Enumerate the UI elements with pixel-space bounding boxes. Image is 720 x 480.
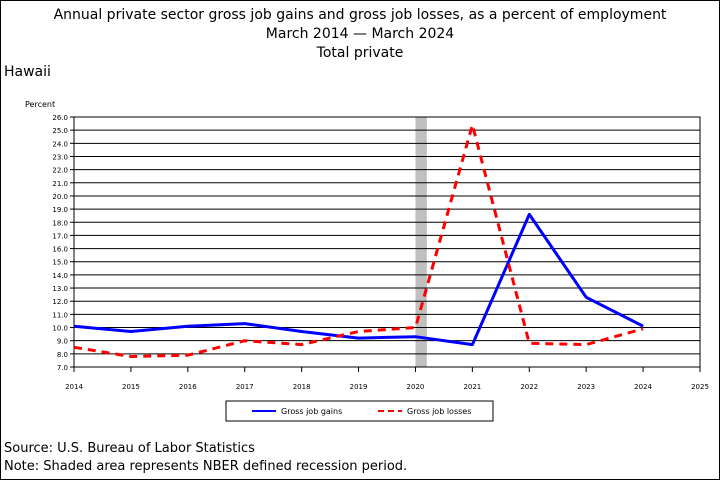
x-tick-label: 2023 — [577, 383, 595, 391]
y-tick-label: 14.0 — [52, 272, 68, 280]
data-point-1 — [642, 328, 644, 330]
x-tick-label: 2017 — [236, 383, 254, 391]
y-tick-label: 8.0 — [57, 351, 68, 359]
data-point-0 — [528, 213, 530, 215]
data-point-0 — [244, 322, 246, 324]
data-point-0 — [357, 337, 359, 339]
data-point-0 — [585, 296, 587, 298]
data-point-0 — [130, 330, 132, 332]
data-point-1 — [244, 339, 246, 341]
y-tick-label: 17.0 — [52, 232, 68, 240]
y-tick-label: 19.0 — [52, 206, 68, 214]
y-tick-label: 22.0 — [52, 167, 68, 175]
series-line-1 — [73, 123, 644, 358]
x-tick-label: 2019 — [350, 383, 368, 391]
y-tick-label: 11.0 — [52, 311, 68, 319]
line-chart: 7.0 8.0 9.0 10.0 11.0 12.0 13.0 14.0 15.0 16.0 17.… — [25, 100, 709, 422]
y-tick-label: 23.0 — [52, 153, 68, 161]
y-tick-label: 7.0 — [57, 364, 68, 372]
chart-industry-label: Total private — [316, 45, 404, 61]
y-tick-label: 21.0 — [52, 180, 68, 188]
data-point-0 — [187, 325, 189, 327]
recession-note: Note: Shaded area represents NBER define… — [4, 459, 408, 474]
x-tick-label: 2020 — [407, 383, 425, 391]
data-point-1 — [471, 124, 473, 126]
x-tick-label: 2014 — [65, 383, 83, 391]
data-point-1 — [585, 343, 587, 345]
data-point-1 — [73, 346, 75, 348]
source-note: Source: U.S. Bureau of Labor Statistics — [4, 441, 255, 456]
data-point-1 — [300, 343, 302, 345]
data-point-1 — [187, 354, 189, 356]
data-point-0 — [642, 325, 644, 327]
y-tick-label: 10.0 — [52, 325, 68, 333]
chart-subtitle: March 2014 — March 2024 — [265, 26, 455, 42]
y-tick-label: 20.0 — [52, 193, 68, 201]
plot-area: 7.0 8.0 9.0 10.0 11.0 12.0 13.0 14.0 15.0 16.0 17.… — [52, 114, 709, 391]
y-tick-label: 12.0 — [52, 298, 68, 306]
x-tick-label: 2025 — [691, 383, 709, 391]
y-tick-label: 25.0 — [52, 127, 68, 135]
y-tick-label: 13.0 — [52, 285, 68, 293]
y-tick-label: 26.0 — [52, 114, 68, 122]
x-tick-label: 2021 — [463, 383, 481, 391]
x-tick-label: 2024 — [634, 383, 652, 391]
y-tick-label: 16.0 — [52, 246, 68, 254]
data-point-1 — [528, 342, 530, 344]
recession-shade — [415, 117, 427, 367]
x-tick-label: 2016 — [179, 383, 197, 391]
series-line-0 — [73, 212, 644, 347]
region-label: Hawaii — [4, 64, 51, 80]
y-tick-label: 9.0 — [57, 338, 68, 346]
data-point-0 — [471, 343, 473, 345]
data-point-0 — [300, 330, 302, 332]
legend-label-gains: Gross job gains — [281, 407, 342, 416]
legend: Gross job gains Gross job losses — [225, 400, 494, 422]
data-point-1 — [414, 326, 416, 328]
legend-label-losses: Gross job losses — [407, 407, 471, 416]
y-tick-label: 15.0 — [52, 259, 68, 267]
y-tick-label: 18.0 — [52, 219, 68, 227]
data-point-0 — [73, 325, 75, 327]
data-point-0 — [414, 336, 416, 338]
x-tick-label: 2018 — [293, 383, 311, 391]
x-tick-label: 2022 — [520, 383, 538, 391]
data-point-1 — [130, 355, 132, 357]
plot-border — [73, 116, 701, 368]
data-point-1 — [357, 330, 359, 332]
legend-box — [225, 400, 494, 422]
y-tick-label: 24.0 — [52, 140, 68, 148]
chart-title: Annual private sector gross job gains an… — [53, 7, 667, 23]
x-tick-label: 2015 — [122, 383, 140, 391]
y-axis-label: Percent — [25, 100, 55, 109]
